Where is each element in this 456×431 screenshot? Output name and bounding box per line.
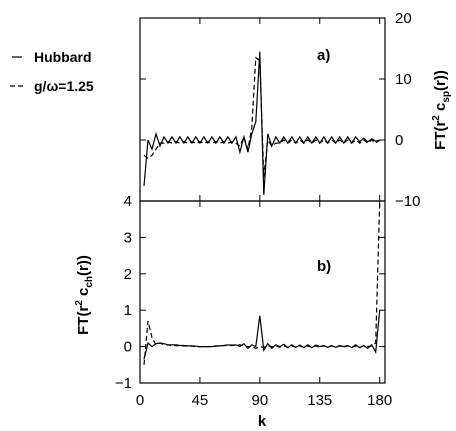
- x-tick-label: 45: [192, 392, 209, 409]
- panel-a-ytick-label: 20: [395, 10, 412, 27]
- x-tick-label: 0: [136, 392, 144, 409]
- panel-a-ytick-label: −10: [395, 193, 420, 210]
- x-tick-label: 90: [251, 392, 268, 409]
- legend-label-phonon: g/ω=1.25: [34, 78, 94, 94]
- x-axis-title: k: [258, 413, 267, 430]
- panel-a-ytick-label: 0: [395, 132, 403, 149]
- series-layer: [143, 51, 381, 365]
- panel-b-ytick-label: −1: [115, 375, 132, 392]
- panel-b-label: b): [317, 258, 331, 275]
- panel-b-ytick-label: 3: [124, 229, 132, 246]
- legend-label-hubbard: Hubbard: [34, 49, 92, 65]
- panel-b-ytick-label: 0: [124, 339, 132, 356]
- panel-a-ytick-label: 10: [395, 71, 412, 88]
- x-tick-label: 180: [367, 392, 392, 409]
- panel-a-ylabel: FT(r2 csp(r)): [431, 70, 452, 150]
- panel-b-ytick-label: 2: [124, 266, 132, 283]
- panel-b-series-hubbard-line: [143, 310, 381, 360]
- panel-b-ylabel: FT(r2 cch(r)): [74, 255, 95, 335]
- panel-b-series-phonon-line: [143, 200, 381, 365]
- panel-b-frame: [139, 200, 386, 384]
- panel-b-ytick-label: 4: [124, 193, 132, 210]
- panel-b-ytick-label: 1: [124, 302, 132, 319]
- panel-a-label: a): [317, 47, 330, 64]
- panel-a-frame: [139, 17, 386, 202]
- x-tick-label: 135: [307, 392, 332, 409]
- panel-a-series-phonon-line: [143, 56, 381, 177]
- legend: Hubbard g/ω=1.25: [10, 49, 94, 94]
